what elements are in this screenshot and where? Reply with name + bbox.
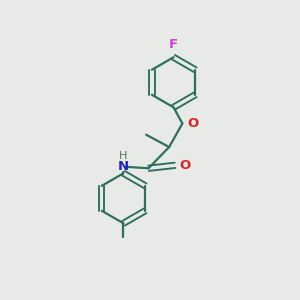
Text: H: H — [119, 152, 128, 161]
Text: F: F — [169, 38, 178, 51]
Text: N: N — [118, 160, 129, 173]
Text: O: O — [179, 159, 190, 172]
Text: O: O — [188, 117, 199, 130]
